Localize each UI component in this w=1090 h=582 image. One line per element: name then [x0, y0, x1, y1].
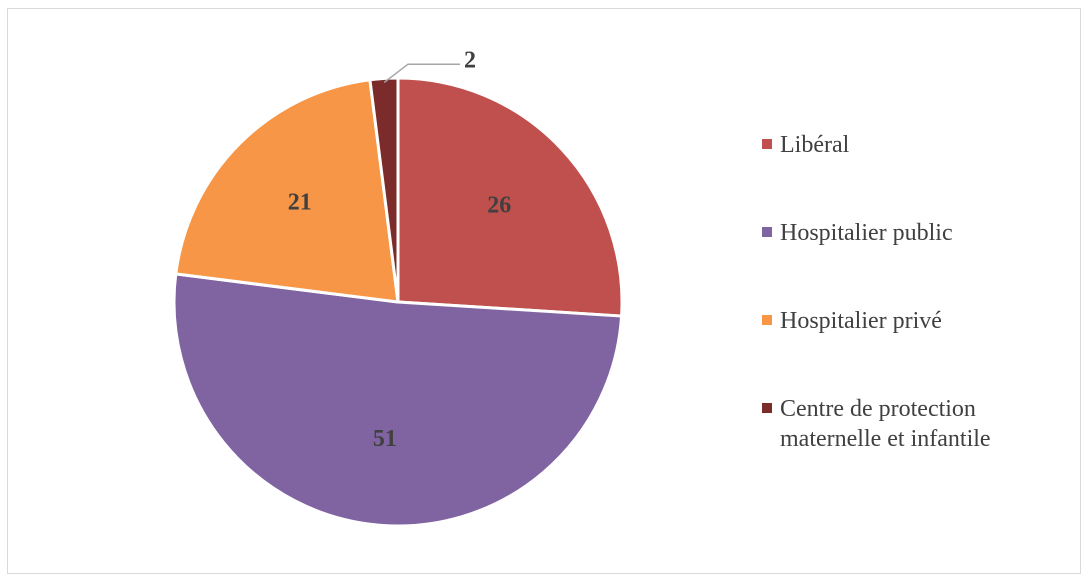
legend-swatch-liberal — [762, 139, 772, 149]
pie-slices — [172, 76, 624, 528]
data-label-centre-protection: 2 — [464, 48, 476, 74]
data-label-hospitalier-prive: 21 — [288, 189, 312, 215]
leader-lines — [383, 63, 460, 84]
legend-label-centre-protection: Centre de protection maternelle et infan… — [780, 396, 991, 452]
legend-item-hospitalier-prive: Hospitalier privé — [762, 306, 1040, 336]
legend-item-centre-protection: Centre de protection maternelle et infan… — [762, 394, 1040, 454]
leader-line-centre-protection — [383, 63, 460, 84]
legend-label-hospitalier-prive: Hospitalier privé — [780, 308, 942, 334]
pie-slice-centre-protection — [368, 76, 400, 304]
pie-slice-liberal — [396, 76, 624, 318]
data-labels: 26 51 21 2 — [288, 48, 511, 452]
legend-label-hospitalier-public: Hospitalier public — [780, 220, 953, 246]
legend-swatch-hospitalier-public — [762, 227, 772, 237]
data-label-hospitalier-public: 51 — [373, 426, 397, 452]
legend-label-liberal: Libéral — [780, 132, 850, 158]
legend-item-liberal: Libéral — [762, 130, 1040, 160]
data-label-liberal: 26 — [487, 192, 511, 218]
legend-item-hospitalier-public: Hospitalier public — [762, 218, 1040, 248]
pie-slice-hospitalier-public — [172, 272, 624, 528]
legend-swatch-centre-protection — [762, 403, 772, 413]
pie-slice-hospitalier-prive — [174, 78, 400, 304]
legend-swatch-hospitalier-prive — [762, 315, 772, 325]
